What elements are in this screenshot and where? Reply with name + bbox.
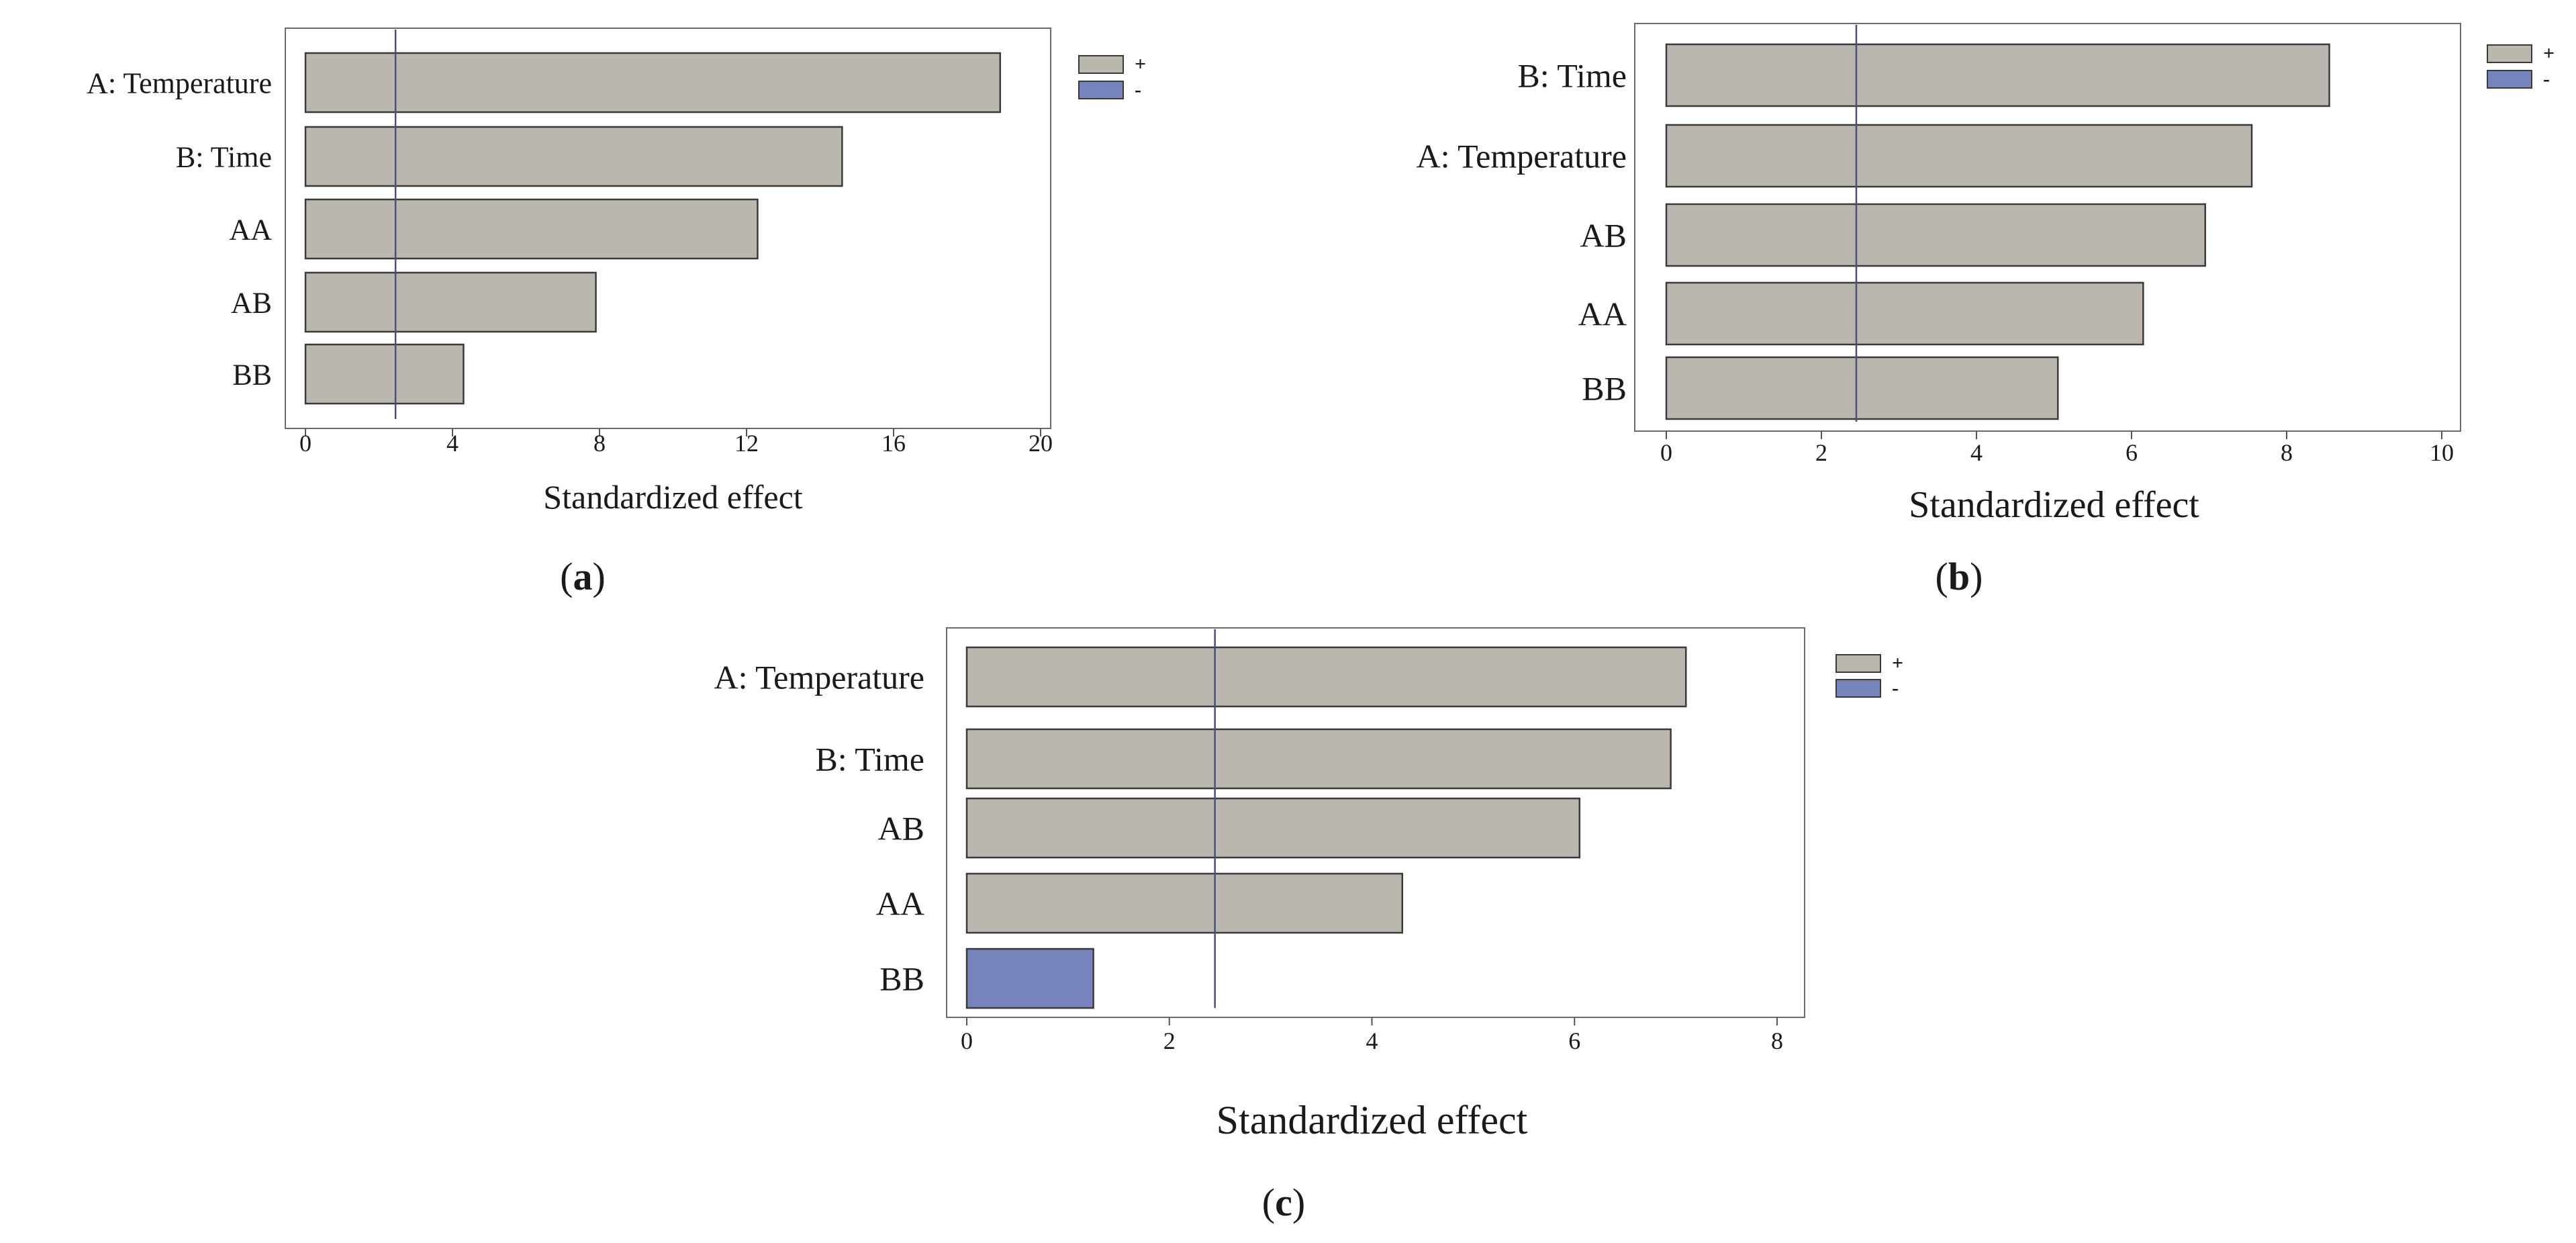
- legend-label: +: [1892, 652, 1903, 674]
- chart-panel-a: A: Temperature B: Time AA AB BB 0 4 8 12 16 20 Stan…: [87, 28, 1146, 598]
- legend-swatch: [2487, 70, 2532, 89]
- bar-1: [304, 126, 843, 187]
- bar-0: [965, 646, 1687, 708]
- panel-letter: a: [573, 555, 593, 598]
- bar-4: [1665, 356, 2059, 420]
- plot-frame: [946, 627, 1805, 1018]
- x-tick-label: 4: [446, 430, 459, 457]
- legend-label: +: [1135, 53, 1146, 75]
- x-tick-label: 0: [1660, 439, 1672, 466]
- category-label: A: Temperature: [87, 66, 272, 99]
- legend-swatch: [1835, 679, 1881, 698]
- bar-1: [965, 728, 1672, 790]
- category-label: AA: [229, 213, 272, 246]
- x-tick-label: 16: [881, 430, 906, 457]
- x-tick-label: 6: [2126, 439, 2138, 466]
- legend-swatch: [1078, 81, 1124, 99]
- bar-1: [1665, 124, 2253, 188]
- panel-label: (a): [560, 555, 606, 598]
- x-tick-label: 8: [593, 430, 606, 457]
- x-axis-title: Standardized effect: [1909, 484, 2199, 526]
- plot-frame: [1634, 23, 2461, 432]
- category-label: A: Temperature: [1416, 138, 1627, 175]
- panel-label: (b): [1936, 555, 1983, 598]
- chart-panel-c: A: Temperature B: Time AB AA BB 0 2 4 6 8 Standard…: [714, 627, 1903, 1224]
- plot-frame: [285, 28, 1051, 429]
- category-label: B: Time: [1517, 57, 1627, 95]
- category-label: B: Time: [176, 140, 272, 173]
- bar-4: [304, 343, 465, 405]
- x-tick-label: 0: [961, 1027, 973, 1054]
- bar-0: [304, 52, 1002, 113]
- category-label: B: Time: [815, 741, 924, 778]
- bar-3: [965, 872, 1404, 934]
- x-tick-label: 20: [1029, 430, 1053, 457]
- legend-swatch: [2487, 44, 2532, 63]
- legend: +-: [2487, 42, 2555, 90]
- bar-2: [304, 198, 759, 260]
- category-label: AB: [1580, 217, 1627, 255]
- legend-label: -: [2543, 68, 2550, 90]
- legend-label: -: [1892, 677, 1899, 699]
- panel-letter: b: [1948, 555, 1970, 598]
- x-tick-label: 2: [1163, 1027, 1176, 1054]
- category-label: AA: [876, 885, 924, 923]
- legend-swatch: [1078, 55, 1124, 74]
- legend: +-: [1835, 652, 1903, 699]
- panel-label: (c): [1262, 1181, 1305, 1224]
- x-tick-label: 2: [1815, 439, 1827, 466]
- bar-4: [965, 948, 1094, 1009]
- legend-label: +: [2543, 42, 2555, 64]
- legend: +-: [1078, 53, 1146, 101]
- bar-3: [1665, 281, 2144, 346]
- bar-2: [965, 797, 1581, 859]
- legend-label: -: [1135, 79, 1141, 101]
- category-label: AB: [878, 810, 924, 847]
- x-tick-label: 6: [1568, 1027, 1580, 1054]
- x-tick-label: 12: [734, 430, 759, 457]
- x-tick-label: 10: [2430, 439, 2454, 466]
- x-axis-title: Standardized effect: [1217, 1098, 1528, 1142]
- category-label: A: Temperature: [714, 659, 924, 696]
- bar-2: [1665, 203, 2206, 267]
- category-label: BB: [232, 358, 272, 391]
- bar-3: [304, 271, 597, 333]
- category-label: AA: [1578, 295, 1627, 333]
- x-axis-title: Standardized effect: [543, 478, 802, 516]
- bar-0: [1665, 43, 2330, 107]
- x-tick-label: 8: [2281, 439, 2293, 466]
- category-label: AB: [231, 286, 272, 319]
- x-tick-label: 0: [299, 430, 312, 457]
- x-tick-label: 4: [1970, 439, 1983, 466]
- x-tick-label: 8: [1771, 1027, 1783, 1054]
- category-label: BB: [1582, 370, 1627, 408]
- chart-panel-b: B: Time A: Temperature AB AA BB 0 2 4 6 8 10 Standa…: [1416, 23, 2555, 598]
- panel-letter: c: [1275, 1181, 1292, 1224]
- x-tick-label: 4: [1366, 1027, 1378, 1054]
- category-label: BB: [879, 960, 924, 998]
- legend-swatch: [1835, 654, 1881, 673]
